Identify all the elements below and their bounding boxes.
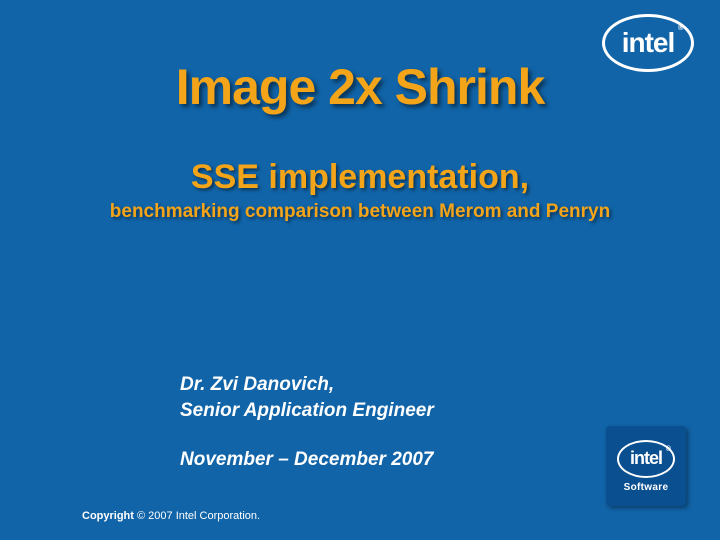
subsubtitle: benchmarking comparison between Merom an… bbox=[0, 201, 720, 223]
title-block: Image 2x Shrink SSE implementation, benc… bbox=[0, 58, 720, 223]
software-label: Software bbox=[624, 482, 669, 493]
intel-logo-text: intel® bbox=[622, 27, 675, 59]
author-name: Dr. Zvi Danovich, bbox=[180, 372, 434, 398]
intel-software-badge: intel® Software bbox=[606, 426, 686, 506]
intel-oval-icon: intel® bbox=[617, 440, 675, 478]
author-block: Dr. Zvi Danovich, Senior Application Eng… bbox=[180, 372, 434, 473]
slide: intel® Image 2x Shrink SSE implementatio… bbox=[0, 0, 720, 540]
main-title: Image 2x Shrink bbox=[0, 58, 720, 116]
date-range: November – December 2007 bbox=[180, 447, 434, 473]
copyright-text: © 2007 Intel Corporation. bbox=[134, 510, 260, 522]
copyright-label: Copyright bbox=[82, 510, 134, 522]
intel-logo-text: intel® bbox=[630, 448, 662, 469]
author-role: Senior Application Engineer bbox=[180, 398, 434, 424]
subtitle: SSE implementation, bbox=[0, 158, 720, 197]
copyright-line: Copyright © 2007 Intel Corporation. bbox=[82, 510, 260, 522]
